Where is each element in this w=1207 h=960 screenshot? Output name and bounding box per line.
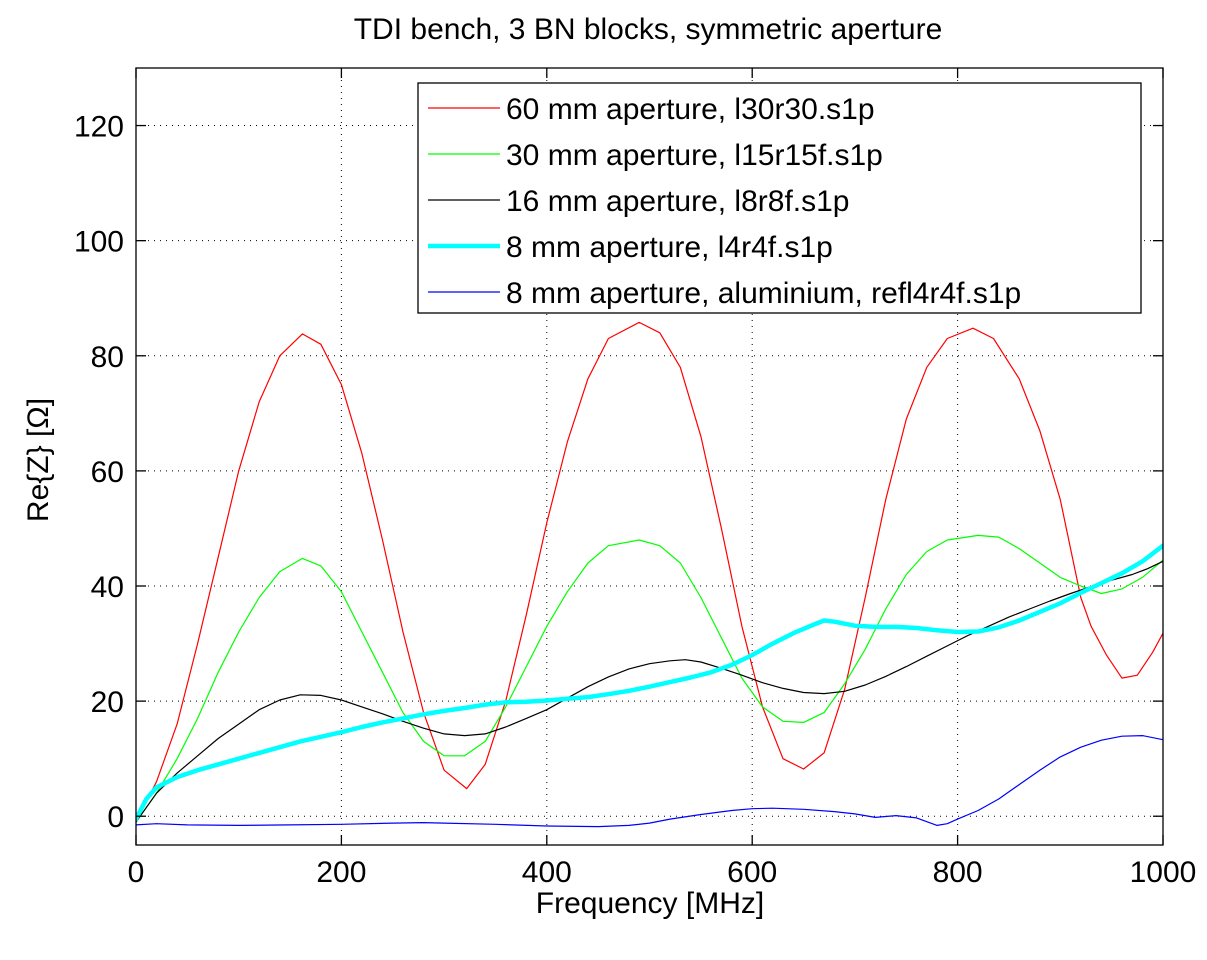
x-tick-label: 400: [522, 856, 572, 889]
legend-label-4: 8 mm aperture, l4r4f.s1p: [506, 231, 833, 264]
y-tick-label: 0: [107, 801, 124, 834]
legend-label-3: 16 mm aperture, l8r8f.s1p: [506, 185, 850, 218]
legend-label-2: 30 mm aperture, l15r15f.s1p: [506, 139, 883, 172]
series-line-2: [136, 534, 1163, 823]
series-line-5: [136, 735, 1163, 828]
y-tick-label: 20: [91, 686, 124, 719]
legend-label-5: 8 mm aperture, aluminium, refl4r4f.s1p: [506, 277, 1021, 310]
legend-box: [417, 82, 1142, 314]
x-tick-label: 800: [933, 856, 983, 889]
plot-area: [136, 321, 1163, 828]
x-tick-label: 600: [727, 856, 777, 889]
x-tick-label: 0: [128, 856, 145, 889]
y-tick-label: 120: [74, 111, 124, 144]
series-line-3: [136, 560, 1163, 823]
y-tick-label: 60: [91, 456, 124, 489]
chart-title: TDI bench, 3 BN blocks, symmetric apertu…: [354, 13, 943, 46]
series-line-4: [136, 543, 1163, 822]
axis-ticks: [135, 68, 1164, 845]
y-tick-label: 80: [91, 341, 124, 374]
y-tick-label: 100: [74, 226, 124, 259]
y-tick-label: 40: [91, 571, 124, 604]
legend-label-1: 60 mm aperture, l30r30.s1p: [506, 93, 875, 126]
x-tick-label: 1000: [1130, 856, 1197, 889]
plot-frame: [135, 67, 1164, 846]
y-axis-label: Re{Z} [Ω]: [22, 398, 55, 522]
x-axis-label: Frequency [MHz]: [536, 887, 764, 920]
x-axis-tick-labels: 0 200 400 600 800 1000: [128, 856, 1197, 889]
legend: 60 mm aperture, l30r30.s1p 30 mm aperture…: [417, 82, 1142, 314]
series-line-1: [136, 321, 1163, 823]
y-axis-tick-labels: 0 20 40 60 80 100 120: [74, 111, 124, 835]
x-tick-label: 200: [316, 856, 366, 889]
